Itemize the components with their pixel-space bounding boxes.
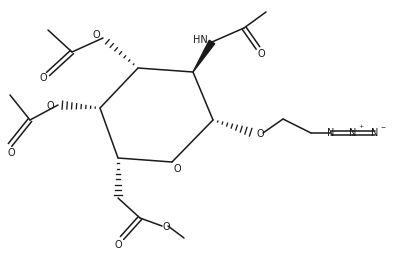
Text: O: O [173, 164, 181, 174]
Text: O: O [114, 240, 122, 250]
Text: N: N [349, 128, 357, 138]
Text: O: O [257, 49, 265, 59]
Text: O: O [7, 148, 15, 158]
Text: +: + [358, 124, 363, 129]
Text: HN: HN [193, 35, 208, 45]
Polygon shape [193, 40, 215, 72]
Text: N: N [327, 128, 335, 138]
Text: O: O [39, 73, 47, 83]
Text: O: O [92, 30, 100, 40]
Text: N: N [371, 128, 379, 138]
Text: O: O [46, 101, 54, 111]
Text: O: O [162, 222, 170, 232]
Text: −: − [380, 124, 385, 129]
Text: O: O [256, 129, 264, 139]
